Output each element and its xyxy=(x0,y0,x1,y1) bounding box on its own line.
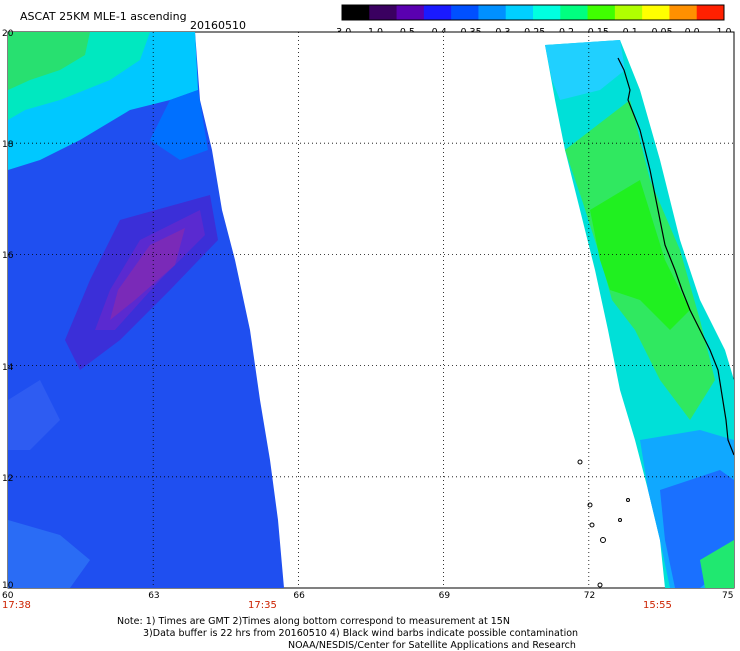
swath-east xyxy=(545,40,734,588)
note-line-3: NOAA/NESDIS/Center for Satellite Applica… xyxy=(288,640,576,651)
lon-label: 60 xyxy=(2,591,14,601)
lat-label: 12 xyxy=(2,473,14,484)
colorbar-border xyxy=(341,4,725,21)
lat-label: 14 xyxy=(2,362,14,373)
islands xyxy=(577,459,630,588)
colorbar-swatch xyxy=(505,5,534,20)
lon-label: 72 xyxy=(583,591,596,601)
map-date: 20160510 xyxy=(190,19,246,32)
gridlines xyxy=(8,32,734,588)
colorbar-swatch xyxy=(423,5,452,20)
time-label-center: 17:35 xyxy=(248,600,277,611)
note-line-2: 3)Data buffer is 22 hrs from 20160510 4)… xyxy=(143,628,579,639)
swath-west xyxy=(8,32,284,588)
colorbar-swatch xyxy=(696,5,725,20)
colorbar-swatch xyxy=(587,5,616,20)
colorbar-swatch xyxy=(560,5,589,20)
colorbar-swatch xyxy=(669,5,698,20)
note-line-1: Note: 1) Times are GMT 2)Times along bot… xyxy=(117,616,510,627)
lon-label: 66 xyxy=(293,591,305,601)
colorbar-swatch xyxy=(614,5,643,20)
lat-label: 10 xyxy=(2,581,14,591)
colorbar-swatch xyxy=(396,5,425,20)
lon-label: 69 xyxy=(438,591,451,601)
lat-label: 16 xyxy=(2,251,14,262)
colorbar-swatch xyxy=(342,5,370,20)
colorbar-swatch xyxy=(369,5,398,20)
map-title: ASCAT 25KM MLE-1 ascending xyxy=(20,10,187,23)
lon-label: 75 xyxy=(722,591,734,601)
time-label-west: 17:38 xyxy=(2,600,31,611)
colorbar-swatch xyxy=(642,5,670,20)
colorbar-swatch xyxy=(478,5,507,20)
lat-label: 18 xyxy=(2,140,14,151)
time-label-east: 15:55 xyxy=(643,600,672,611)
coastline xyxy=(617,57,735,456)
lon-label: 63 xyxy=(148,591,160,601)
lat-label: 20 xyxy=(2,29,14,39)
colorbar-swatch xyxy=(533,5,561,20)
colorbar-swatch xyxy=(451,5,479,20)
